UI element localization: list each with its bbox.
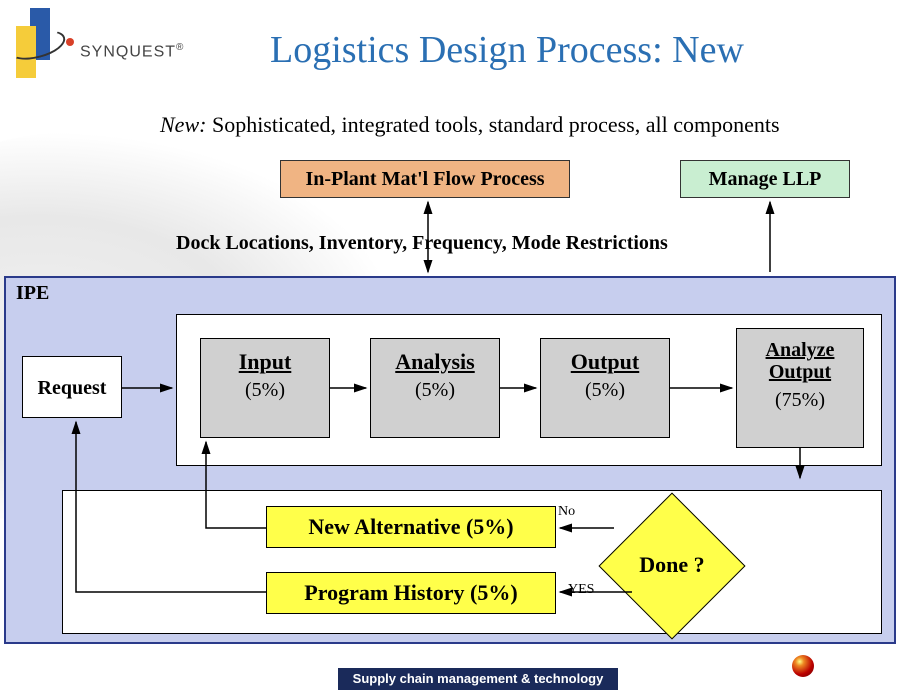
mid-label: Dock Locations, Inventory, Frequency, Mo… — [176, 232, 668, 255]
subtitle: New: Sophisticated, integrated tools, st… — [160, 112, 780, 138]
box-input: Input (5%) — [200, 338, 330, 438]
ipe-container: IPE Request Input (5%) Analysis (5%) Out… — [4, 276, 896, 644]
box-analysis: Analysis (5%) — [370, 338, 500, 438]
logo: SYNQUEST® — [8, 8, 58, 78]
ipe-label: IPE — [16, 282, 49, 305]
box-inplant-flow: In-Plant Mat'l Flow Process — [280, 160, 570, 198]
box-program-history: Program History (5%) — [266, 572, 556, 614]
label-yes: YES — [568, 582, 594, 598]
label-no: No — [558, 504, 575, 520]
decision-done-label: Done ? — [620, 552, 724, 578]
red-ball-icon — [792, 655, 814, 677]
box-request: Request — [22, 356, 122, 418]
box-manage-llp: Manage LLP — [680, 160, 850, 198]
footer: Supply chain management & technology — [338, 668, 618, 690]
box-new-alternative: New Alternative (5%) — [266, 506, 556, 548]
logo-text: SYNQUEST® — [80, 42, 184, 61]
box-analyze-output: AnalyzeOutput (75%) — [736, 328, 864, 448]
page-title: Logistics Design Process: New — [270, 28, 744, 72]
box-output: Output (5%) — [540, 338, 670, 438]
